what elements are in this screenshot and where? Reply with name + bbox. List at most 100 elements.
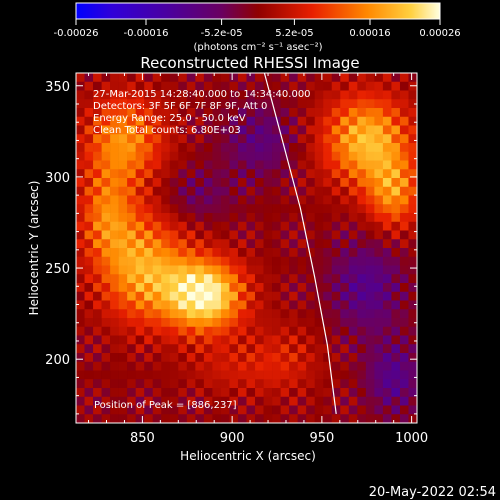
heatmap-cell bbox=[212, 291, 222, 301]
heatmap-cell bbox=[255, 81, 264, 91]
heatmap-cell bbox=[110, 125, 119, 135]
heatmap-cell bbox=[212, 274, 222, 284]
heatmap-cell bbox=[101, 134, 111, 144]
heatmap-cell bbox=[203, 335, 213, 345]
heatmap-cell bbox=[135, 81, 145, 91]
heatmap-cell bbox=[212, 108, 222, 118]
heatmap-cell bbox=[357, 178, 367, 188]
heatmap-cell bbox=[306, 169, 316, 179]
heatmap-cell bbox=[255, 344, 264, 354]
heatmap-cell bbox=[118, 125, 128, 135]
heatmap-cell bbox=[382, 151, 392, 161]
heatmap-cell bbox=[76, 414, 85, 423]
heatmap-cell bbox=[348, 414, 358, 423]
heatmap-cell bbox=[391, 204, 401, 214]
heatmap-cell bbox=[186, 326, 196, 336]
heatmap-cell bbox=[237, 178, 247, 188]
heatmap-cell bbox=[76, 151, 85, 161]
heatmap-cell bbox=[135, 125, 145, 135]
heatmap-cell bbox=[220, 90, 230, 100]
heatmap-cell bbox=[76, 195, 85, 205]
heatmap-cell bbox=[297, 265, 307, 275]
heatmap-cell bbox=[246, 326, 256, 336]
heatmap-cell bbox=[110, 379, 119, 389]
heatmap-cell bbox=[76, 405, 85, 415]
heatmap-cell bbox=[237, 414, 247, 423]
heatmap-cell bbox=[152, 143, 162, 153]
heatmap-cell bbox=[297, 379, 307, 389]
heatmap-cell bbox=[297, 151, 307, 161]
heatmap-cell bbox=[340, 239, 350, 249]
heatmap-cell bbox=[263, 318, 273, 328]
heatmap-cell bbox=[365, 160, 375, 170]
heatmap-cell bbox=[84, 221, 94, 231]
heatmap-cell bbox=[161, 326, 171, 336]
heatmap-cell bbox=[399, 230, 409, 240]
heatmap-cell bbox=[297, 248, 307, 258]
heatmap-cell bbox=[84, 151, 94, 161]
heatmap-cell bbox=[118, 370, 128, 380]
heatmap-cell bbox=[272, 274, 281, 284]
heatmap-cell bbox=[323, 361, 333, 371]
heatmap-cell bbox=[110, 186, 119, 196]
heatmap-cell bbox=[306, 414, 316, 423]
heatmap-cell bbox=[340, 274, 350, 284]
heatmap-cell bbox=[169, 256, 179, 266]
heatmap-cell bbox=[280, 204, 290, 214]
heatmap-cell bbox=[186, 414, 196, 423]
heatmap-cell bbox=[408, 414, 417, 423]
heatmap-cell bbox=[237, 125, 247, 135]
heatmap-cell bbox=[178, 405, 188, 415]
heatmap-cell bbox=[382, 116, 392, 126]
heatmap-cell bbox=[110, 239, 119, 249]
heatmap-cell bbox=[255, 134, 264, 144]
heatmap-cell bbox=[144, 108, 154, 118]
heatmap-cell bbox=[272, 134, 281, 144]
heatmap-cell bbox=[229, 178, 239, 188]
heatmap-cell bbox=[357, 213, 367, 223]
heatmap-cell bbox=[237, 309, 247, 319]
heatmap-cell bbox=[203, 178, 213, 188]
heatmap-cell bbox=[280, 344, 290, 354]
heatmap-cell bbox=[127, 309, 136, 319]
heatmap-cell bbox=[169, 108, 179, 118]
heatmap-cell bbox=[76, 213, 85, 223]
heatmap-cell bbox=[323, 405, 333, 415]
heatmap-cell bbox=[272, 221, 281, 231]
heatmap-cell bbox=[93, 265, 102, 275]
heatmap-cell bbox=[135, 248, 145, 258]
heatmap-cell bbox=[297, 108, 307, 118]
heatmap-cell bbox=[340, 379, 350, 389]
heatmap-cell bbox=[391, 116, 401, 126]
heatmap-cell bbox=[374, 309, 384, 319]
heatmap-cell bbox=[203, 300, 213, 310]
heatmap-cell bbox=[127, 300, 136, 310]
heatmap-cell bbox=[297, 309, 307, 319]
heatmap-cell bbox=[101, 239, 111, 249]
heatmap-cell bbox=[365, 265, 375, 275]
heatmap-cell bbox=[195, 326, 205, 336]
heatmap-cell bbox=[93, 396, 102, 406]
heatmap-cell bbox=[314, 195, 324, 205]
heatmap-cell bbox=[203, 73, 213, 83]
heatmap-cell bbox=[280, 388, 290, 398]
heatmap-cell bbox=[297, 326, 307, 336]
heatmap-cell bbox=[340, 195, 350, 205]
heatmap-cell bbox=[263, 300, 273, 310]
heatmap-cell bbox=[374, 361, 384, 371]
heatmap-cell bbox=[195, 73, 205, 83]
heatmap-cell bbox=[229, 90, 239, 100]
heatmap-cell bbox=[101, 178, 111, 188]
heatmap-cell bbox=[357, 283, 367, 293]
heatmap-cell bbox=[365, 326, 375, 336]
heatmap-cell bbox=[135, 151, 145, 161]
heatmap-cell bbox=[391, 186, 401, 196]
heatmap-cell bbox=[246, 108, 256, 118]
heatmap-cell bbox=[340, 361, 350, 371]
heatmap-cell bbox=[408, 318, 417, 328]
x-tick-label: 950 bbox=[309, 431, 334, 446]
heatmap-cell bbox=[391, 125, 401, 135]
heatmap-cell bbox=[152, 169, 162, 179]
heatmap-cell bbox=[161, 213, 171, 223]
heatmap-cell bbox=[348, 213, 358, 223]
